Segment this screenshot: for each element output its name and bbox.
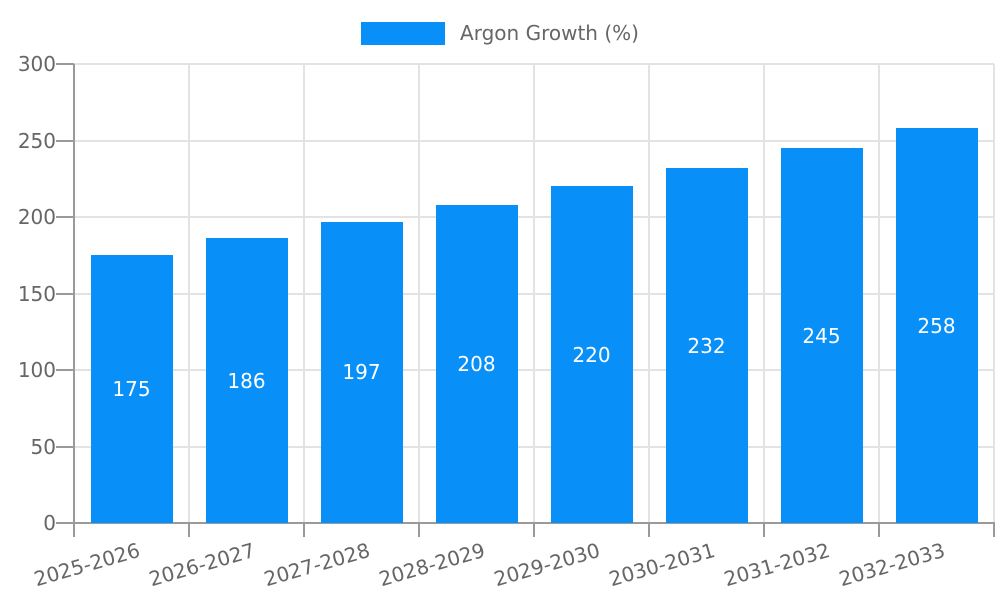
x-tick xyxy=(878,523,880,537)
x-gridline xyxy=(878,64,880,523)
x-tick-label: 2026-2027 xyxy=(146,538,259,592)
y-tick-label: 50 xyxy=(30,434,56,459)
y-tick xyxy=(56,63,74,65)
bar-value-label: 186 xyxy=(227,368,266,393)
x-tick-label: 2032-2033 xyxy=(836,538,949,592)
x-tick xyxy=(188,523,190,537)
x-gridline xyxy=(648,64,650,523)
x-tick-label: 2031-2032 xyxy=(721,538,834,592)
bar-value-label: 220 xyxy=(572,342,611,367)
y-tick xyxy=(56,292,74,295)
legend-label: Argon Growth (%) xyxy=(460,21,639,45)
x-gridline xyxy=(993,64,995,523)
x-gridline xyxy=(763,64,765,523)
bar-value-label: 208 xyxy=(457,351,496,376)
bar-value-label: 175 xyxy=(112,377,151,402)
y-tick-label: 300 xyxy=(17,52,56,76)
bar xyxy=(205,238,288,523)
bar-value-label: 245 xyxy=(802,323,841,348)
bar-value-label: 258 xyxy=(917,313,956,338)
x-tick-label: 2030-2031 xyxy=(606,538,719,592)
y-axis-line xyxy=(73,64,75,523)
x-gridline xyxy=(188,64,190,523)
bar xyxy=(435,204,518,523)
y-tick xyxy=(56,522,74,524)
y-tick-label: 150 xyxy=(17,281,56,306)
x-tick-label: 2029-2030 xyxy=(491,538,604,592)
y-tick xyxy=(56,369,74,371)
y-tick xyxy=(56,139,74,142)
legend-swatch xyxy=(361,21,446,45)
x-tick xyxy=(73,523,75,537)
y-tick-label: 0 xyxy=(43,511,56,535)
y-tick xyxy=(56,216,74,218)
x-tick xyxy=(648,523,650,537)
bar xyxy=(550,186,633,523)
x-tick xyxy=(303,523,305,537)
x-tick xyxy=(993,523,995,537)
x-tick xyxy=(533,523,535,537)
bar xyxy=(320,221,403,523)
bar xyxy=(665,168,748,523)
x-tick-label: 2025-2026 xyxy=(31,538,144,592)
y-tick-label: 200 xyxy=(17,205,56,229)
x-gridline xyxy=(533,64,535,523)
x-tick-label: 2028-2029 xyxy=(376,538,489,592)
bar xyxy=(780,148,863,523)
y-tick xyxy=(56,445,74,448)
x-tick-label: 2027-2028 xyxy=(261,538,374,592)
y-tick-label: 100 xyxy=(17,358,56,382)
legend: Argon Growth (%) xyxy=(0,21,1000,45)
bar-value-label: 232 xyxy=(687,333,726,358)
x-tick xyxy=(418,523,420,537)
y-tick-label: 250 xyxy=(17,128,56,153)
x-tick xyxy=(763,523,765,537)
bar xyxy=(895,128,978,523)
x-axis-line xyxy=(73,522,995,524)
x-gridline xyxy=(418,64,420,523)
x-gridline xyxy=(303,64,305,523)
bar-value-label: 197 xyxy=(342,360,381,385)
bar xyxy=(90,255,173,523)
